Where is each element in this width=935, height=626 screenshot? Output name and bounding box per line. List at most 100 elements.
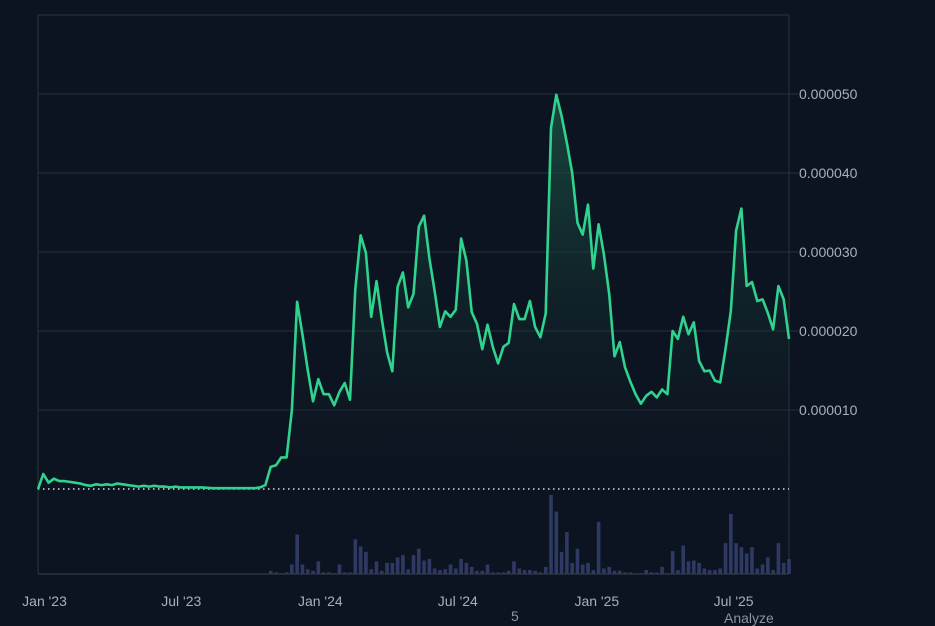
volume-bar (681, 545, 686, 574)
volume-bar (554, 511, 559, 574)
y-tick-label: 0.000050 (799, 86, 858, 102)
volume-bar (401, 555, 405, 574)
volume-bar (723, 543, 728, 574)
volume-bar (612, 570, 617, 574)
volume-bar (274, 572, 278, 574)
volume-bar (316, 561, 321, 574)
volume-bar (607, 566, 611, 574)
volume-bar (295, 534, 299, 574)
volume-bar (480, 570, 485, 574)
volume-bar (787, 558, 791, 574)
volume-bar (385, 562, 389, 574)
volume-bar (591, 570, 596, 574)
volume-bar (750, 547, 754, 574)
volume-bar (374, 561, 379, 574)
volume-bar (739, 547, 744, 574)
volume-bar (379, 570, 384, 574)
volume-bar (438, 570, 442, 574)
volume-bar (543, 566, 548, 574)
x-tick-label: Jan '24 (298, 593, 343, 609)
volume-bar (766, 557, 770, 574)
volume-bar (390, 562, 395, 574)
volume-bar (528, 570, 532, 574)
volume-bar (549, 495, 553, 574)
volume-bar (416, 548, 421, 574)
volume-bar (353, 539, 358, 574)
volume-bar (533, 570, 537, 574)
volume-bar (506, 570, 511, 574)
volume-bar (427, 558, 432, 574)
volume-bar (718, 568, 723, 574)
volume-bar (559, 551, 564, 574)
y-tick-label: 0.000010 (799, 402, 858, 418)
volume-bar (311, 570, 315, 574)
volume-bar (713, 570, 717, 574)
volume-bar (300, 564, 305, 574)
volume-bar (284, 572, 289, 574)
volume-bar (602, 568, 606, 574)
volume-bar (443, 569, 448, 574)
volume-bar (459, 558, 463, 574)
volume-bar (517, 568, 522, 574)
volume-bar (327, 572, 331, 574)
volume-bar (628, 572, 633, 574)
volume-bar (633, 573, 638, 574)
volume-bar (734, 543, 738, 574)
volume-bar (454, 568, 458, 574)
volume-bar (332, 573, 336, 574)
volume-bar (406, 569, 411, 574)
volume-bar (665, 573, 670, 574)
volume-bar (744, 553, 749, 574)
volume-bar (781, 562, 786, 574)
volume-bar (411, 555, 416, 574)
volume-bar (496, 572, 500, 574)
volume-bar (337, 564, 342, 574)
volume-bar (538, 572, 543, 574)
volume-bar (491, 572, 495, 574)
volume-bar (501, 572, 506, 574)
volume-bar (358, 546, 363, 574)
volume-bar (670, 551, 675, 574)
volume-bar (522, 570, 527, 574)
volume-bar (422, 560, 426, 574)
volume-bar (771, 570, 775, 574)
volume-bar (342, 572, 347, 574)
x-tick-label: Jul '23 (161, 593, 201, 609)
page-number: 5 (511, 608, 519, 624)
volume-bar (654, 572, 659, 574)
volume-bar (776, 543, 781, 574)
volume-bar (649, 572, 654, 574)
x-tick-label: Jan '25 (574, 593, 619, 609)
volume-bar (644, 570, 649, 574)
y-tick-label: 0.000030 (799, 244, 858, 260)
volume-bar (395, 557, 400, 574)
volume-bar (697, 562, 701, 574)
volume-bar (290, 564, 294, 574)
volume-bar (755, 568, 760, 574)
volume-bar (565, 532, 569, 574)
price-area-fill (38, 94, 789, 490)
volume-bar (596, 521, 601, 574)
analyze-link[interactable]: Analyze (724, 610, 774, 626)
volume-bar (369, 569, 373, 574)
volume-bar (469, 566, 474, 574)
volume-bar (702, 568, 707, 574)
volume-bar (760, 564, 765, 574)
volume-bar (707, 570, 712, 574)
volume-bar (432, 568, 437, 574)
volume-bar (279, 573, 284, 574)
volume-bars (268, 495, 791, 574)
volume-bar (305, 569, 310, 574)
volume-bar (692, 560, 696, 574)
x-tick-label: Jul '25 (714, 593, 754, 609)
volume-bar (686, 561, 691, 574)
volume-bar (512, 561, 516, 574)
y-tick-label: 0.000020 (799, 323, 858, 339)
volume-bar (475, 570, 479, 574)
volume-bar (729, 513, 733, 574)
volume-bar (448, 564, 453, 574)
price-line (36, 93, 791, 490)
volume-bar (485, 564, 490, 574)
volume-bar (586, 562, 590, 574)
